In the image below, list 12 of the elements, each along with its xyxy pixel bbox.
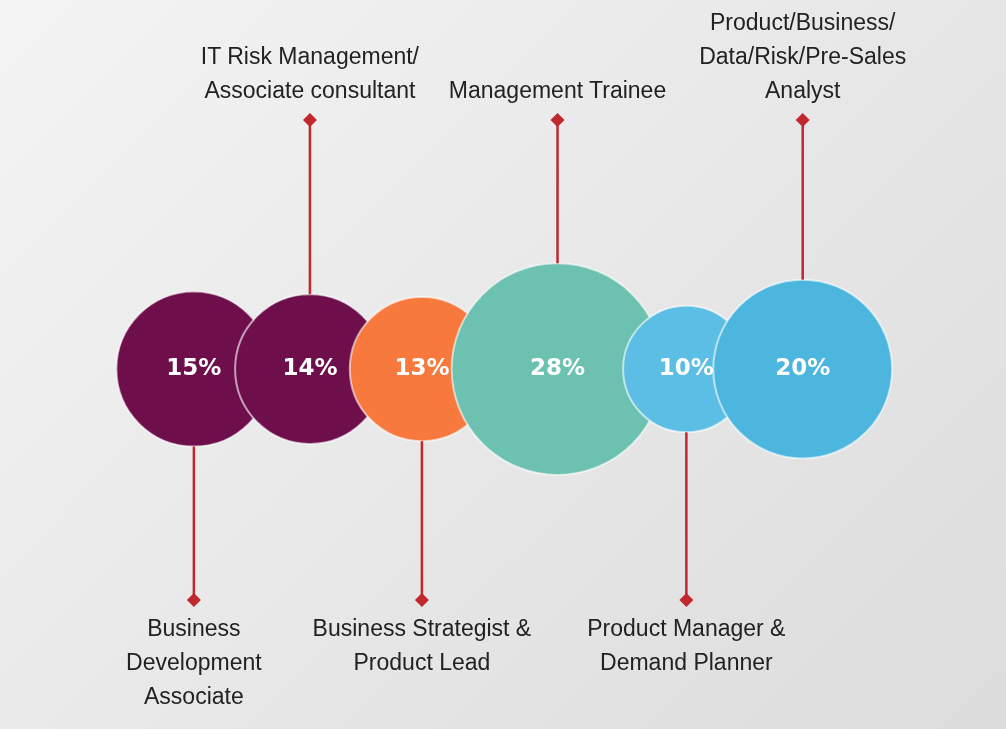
category-label: Management Trainee — [448, 77, 667, 104]
data-label: 10% — [658, 354, 714, 381]
category-label: Product/Business/Data/Risk/Pre-Sales Analyst — [699, 9, 907, 104]
category-label: Business Development Associate — [126, 615, 263, 710]
category-label: Product Manager & Demand Planner — [587, 615, 786, 676]
data-label: 15% — [166, 354, 222, 381]
category-label: IT Risk Management/ Associate consultant — [200, 43, 420, 104]
data-label: 13% — [394, 354, 450, 381]
data-label: 28% — [529, 354, 586, 381]
data-label: 20% — [775, 354, 831, 381]
category-label: Business Strategist & Product Lead — [312, 615, 532, 676]
data-label: 14% — [282, 354, 338, 381]
